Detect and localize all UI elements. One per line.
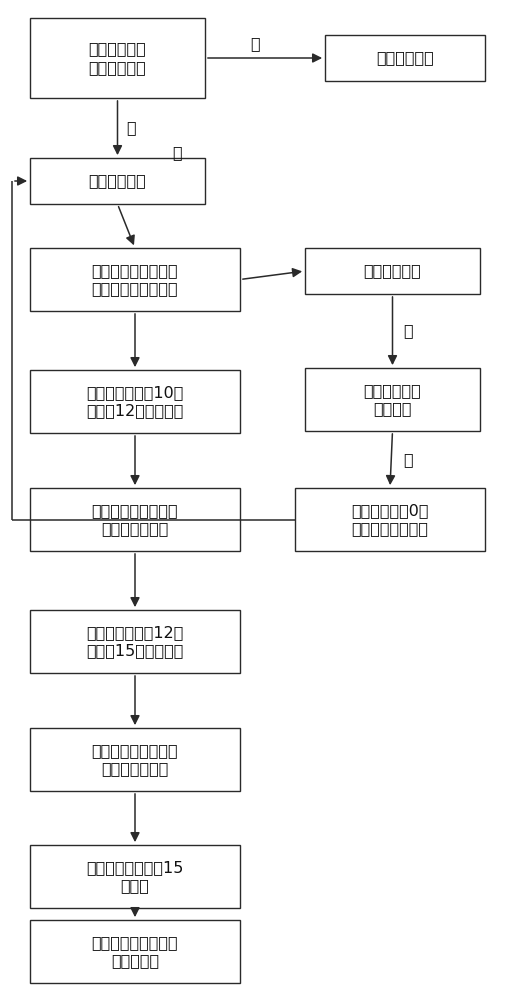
Bar (30, 248, 240, 311)
Text: 正常控制模式: 正常控制模式 (376, 50, 433, 66)
Bar (30, 920, 240, 983)
Text: 是: 是 (403, 324, 412, 338)
Text: 强制进入怠速工况并
提示驾驶员: 强制进入怠速工况并 提示驾驶员 (92, 935, 178, 968)
Text: 累碳量复位为0，
进入正常控制模式: 累碳量复位为0， 进入正常控制模式 (351, 503, 428, 536)
Text: 是: 是 (126, 120, 136, 135)
Text: 故障是否修复: 故障是否修复 (363, 263, 420, 278)
Bar (30, 610, 240, 673)
Bar (30, 18, 205, 98)
Text: 否: 否 (173, 145, 182, 160)
Bar (30, 370, 240, 433)
Text: 颗粒捕集器温
度传感器故障: 颗粒捕集器温 度传感器故障 (89, 41, 146, 75)
Bar (304, 248, 479, 294)
Text: 故障控制模式: 故障控制模式 (89, 174, 146, 188)
Text: 继续行程里程大于15
万公里: 继续行程里程大于15 万公里 (86, 860, 183, 893)
Bar (30, 728, 240, 791)
Bar (30, 158, 205, 204)
Text: 继续行程里程在12万
公里和15万公里之间: 继续行程里程在12万 公里和15万公里之间 (86, 625, 183, 658)
Text: 继续行程里程在10万
公里和12万公里之间: 继续行程里程在10万 公里和12万公里之间 (86, 385, 183, 418)
Bar (30, 488, 240, 551)
Bar (30, 845, 240, 908)
Text: 否: 否 (250, 36, 259, 51)
Text: 提示故障并停止颗粒
捕集器主动再生控制: 提示故障并停止颗粒 捕集器主动再生控制 (92, 263, 178, 296)
Text: 控制单个发动机运行
参数降低累碳量: 控制单个发动机运行 参数降低累碳量 (92, 503, 178, 536)
Text: 控制多个发动机运行
参数降低累碳量: 控制多个发动机运行 参数降低累碳量 (92, 743, 178, 776)
Text: 是: 是 (403, 452, 412, 467)
Text: 驾驶时间大于
复位时间: 驾驶时间大于 复位时间 (363, 383, 420, 416)
Bar (304, 368, 479, 431)
Bar (324, 35, 484, 81)
Bar (294, 488, 484, 551)
